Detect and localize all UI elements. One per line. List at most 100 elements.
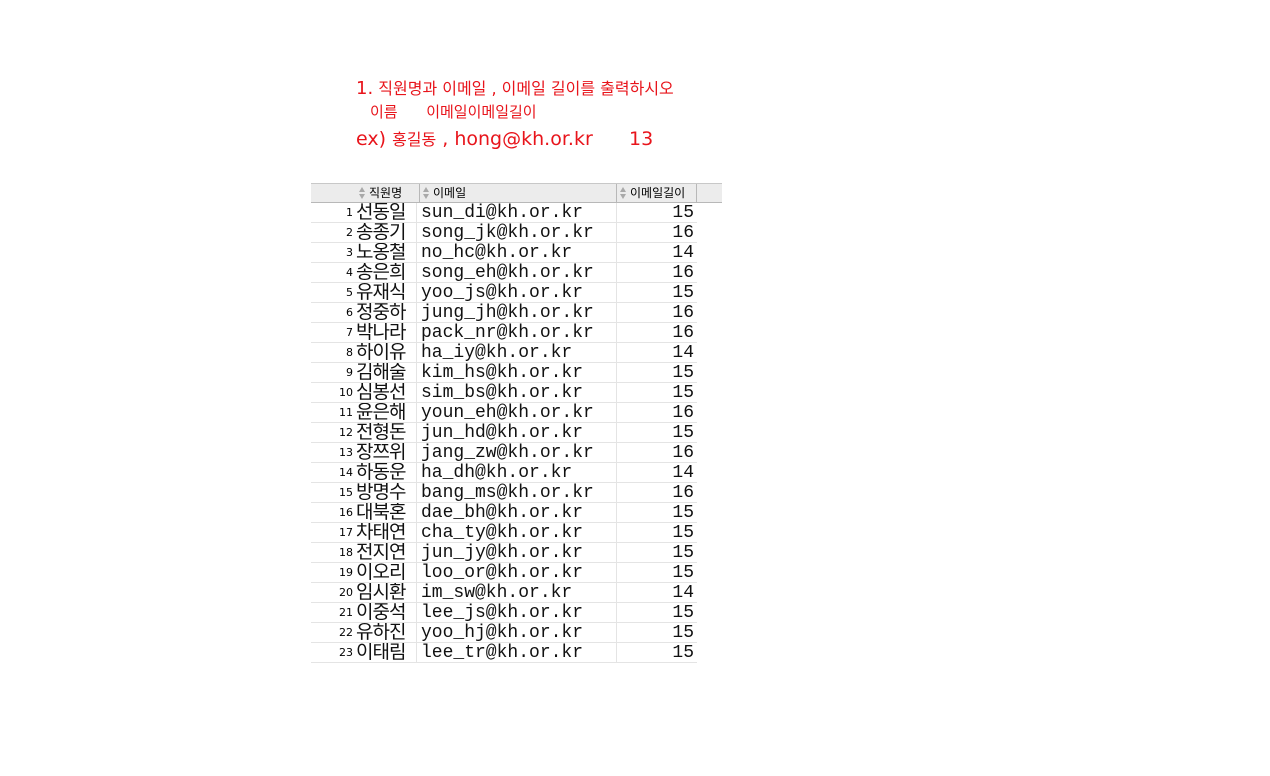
cell-email[interactable]: lee_js@kh.or.kr: [417, 603, 617, 622]
cell-employee-name[interactable]: 전형돈: [356, 423, 417, 442]
table-row[interactable]: 7 박나라 pack_nr@kh.or.kr 16: [311, 323, 697, 343]
cell-email[interactable]: sun_di@kh.or.kr: [417, 203, 617, 222]
cell-employee-name[interactable]: 대북혼: [356, 503, 417, 522]
column-header-email-length[interactable]: 이메일길이: [617, 184, 697, 202]
row-number[interactable]: 23: [339, 646, 353, 659]
cell-email[interactable]: pack_nr@kh.or.kr: [417, 323, 617, 342]
cell-employee-name[interactable]: 하이유: [356, 343, 417, 362]
cell-email[interactable]: jun_jy@kh.or.kr: [417, 543, 617, 562]
cell-email[interactable]: jung_jh@kh.or.kr: [417, 303, 617, 322]
cell-employee-name[interactable]: 이오리: [356, 563, 417, 582]
row-number[interactable]: 1: [346, 206, 353, 219]
cell-employee-name[interactable]: 윤은해: [356, 403, 417, 422]
row-number[interactable]: 3: [346, 246, 353, 259]
table-row[interactable]: 6 정중하 jung_jh@kh.or.kr 16: [311, 303, 697, 323]
cell-email[interactable]: bang_ms@kh.or.kr: [417, 483, 617, 502]
cell-employee-name[interactable]: 송은희: [356, 263, 417, 282]
row-number[interactable]: 18: [339, 546, 353, 559]
cell-email[interactable]: kim_hs@kh.or.kr: [417, 363, 617, 382]
cell-employee-name[interactable]: 하동운: [356, 463, 417, 482]
cell-email[interactable]: im_sw@kh.or.kr: [417, 583, 617, 602]
cell-email-length[interactable]: 15: [672, 543, 694, 563]
table-row[interactable]: 23 이태림 lee_tr@kh.or.kr 15: [311, 643, 697, 663]
table-row[interactable]: 8 하이유 ha_iy@kh.or.kr 14: [311, 343, 697, 363]
table-row[interactable]: 18 전지연 jun_jy@kh.or.kr 15: [311, 543, 697, 563]
cell-email-length[interactable]: 15: [672, 623, 694, 643]
cell-employee-name[interactable]: 이태림: [356, 643, 417, 662]
cell-email-length[interactable]: 15: [672, 363, 694, 383]
cell-employee-name[interactable]: 선동일: [356, 203, 417, 222]
cell-email[interactable]: jun_hd@kh.or.kr: [417, 423, 617, 442]
column-header-email[interactable]: 이메일: [420, 184, 617, 202]
cell-employee-name[interactable]: 심봉선: [356, 383, 417, 402]
cell-employee-name[interactable]: 이중석: [356, 603, 417, 622]
table-row[interactable]: 22 유하진 yoo_hj@kh.or.kr 15: [311, 623, 697, 643]
table-row[interactable]: 5 유재식 yoo_js@kh.or.kr 15: [311, 283, 697, 303]
cell-email[interactable]: song_eh@kh.or.kr: [417, 263, 617, 282]
row-number[interactable]: 16: [339, 506, 353, 519]
cell-email-length[interactable]: 15: [672, 603, 694, 623]
cell-employee-name[interactable]: 방명수: [356, 483, 417, 502]
cell-email[interactable]: ha_iy@kh.or.kr: [417, 343, 617, 362]
row-number[interactable]: 11: [339, 406, 353, 419]
cell-email[interactable]: ha_dh@kh.or.kr: [417, 463, 617, 482]
cell-email-length[interactable]: 15: [672, 563, 694, 583]
cell-email-length[interactable]: 15: [672, 643, 694, 663]
cell-employee-name[interactable]: 박나라: [356, 323, 417, 342]
cell-email[interactable]: cha_ty@kh.or.kr: [417, 523, 617, 542]
table-row[interactable]: 19 이오리 loo_or@kh.or.kr 15: [311, 563, 697, 583]
cell-email-length[interactable]: 15: [672, 523, 694, 543]
cell-email-length[interactable]: 16: [672, 403, 694, 423]
table-row[interactable]: 15 방명수 bang_ms@kh.or.kr 16: [311, 483, 697, 503]
row-number[interactable]: 21: [339, 606, 353, 619]
cell-employee-name[interactable]: 임시환: [356, 583, 417, 602]
table-row[interactable]: 2 송종기 song_jk@kh.or.kr 16: [311, 223, 697, 243]
cell-email-length[interactable]: 14: [672, 343, 694, 363]
cell-email-length[interactable]: 15: [672, 203, 694, 223]
row-number[interactable]: 9: [346, 366, 353, 379]
row-number[interactable]: 7: [346, 326, 353, 339]
cell-email[interactable]: no_hc@kh.or.kr: [417, 243, 617, 262]
cell-email[interactable]: dae_bh@kh.or.kr: [417, 503, 617, 522]
row-number[interactable]: 19: [339, 566, 353, 579]
row-number[interactable]: 14: [339, 466, 353, 479]
cell-email-length[interactable]: 16: [672, 263, 694, 283]
cell-email-length[interactable]: 16: [672, 223, 694, 243]
table-row[interactable]: 3 노옹철 no_hc@kh.or.kr 14: [311, 243, 697, 263]
cell-email[interactable]: loo_or@kh.or.kr: [417, 563, 617, 582]
cell-email[interactable]: yoo_hj@kh.or.kr: [417, 623, 617, 642]
cell-email[interactable]: sim_bs@kh.or.kr: [417, 383, 617, 402]
cell-email-length[interactable]: 16: [672, 483, 694, 503]
row-number[interactable]: 13: [339, 446, 353, 459]
sort-icon[interactable]: [358, 186, 367, 200]
cell-email-length[interactable]: 14: [672, 463, 694, 483]
table-row[interactable]: 14 하동운 ha_dh@kh.or.kr 14: [311, 463, 697, 483]
cell-email-length[interactable]: 14: [672, 583, 694, 603]
row-number[interactable]: 15: [339, 486, 353, 499]
sort-icon[interactable]: [422, 186, 431, 200]
table-row[interactable]: 20 임시환 im_sw@kh.or.kr 14: [311, 583, 697, 603]
table-row[interactable]: 11 윤은해 youn_eh@kh.or.kr 16: [311, 403, 697, 423]
cell-employee-name[interactable]: 김해술: [356, 363, 417, 382]
cell-email-length[interactable]: 16: [672, 443, 694, 463]
cell-employee-name[interactable]: 노옹철: [356, 243, 417, 262]
cell-email-length[interactable]: 16: [672, 323, 694, 343]
cell-email[interactable]: yoo_js@kh.or.kr: [417, 283, 617, 302]
cell-email[interactable]: song_jk@kh.or.kr: [417, 223, 617, 242]
table-row[interactable]: 13 장쯔위 jang_zw@kh.or.kr 16: [311, 443, 697, 463]
cell-email[interactable]: jang_zw@kh.or.kr: [417, 443, 617, 462]
cell-email-length[interactable]: 15: [672, 283, 694, 303]
row-number[interactable]: 5: [346, 286, 353, 299]
table-row[interactable]: 4 송은희 song_eh@kh.or.kr 16: [311, 263, 697, 283]
sort-icon[interactable]: [619, 186, 628, 200]
cell-email[interactable]: lee_tr@kh.or.kr: [417, 643, 617, 662]
table-row[interactable]: 16 대북혼 dae_bh@kh.or.kr 15: [311, 503, 697, 523]
cell-employee-name[interactable]: 송종기: [356, 223, 417, 242]
table-row[interactable]: 12 전형돈 jun_hd@kh.or.kr 15: [311, 423, 697, 443]
table-row[interactable]: 9 김해술 kim_hs@kh.or.kr 15: [311, 363, 697, 383]
table-row[interactable]: 10 심봉선 sim_bs@kh.or.kr 15: [311, 383, 697, 403]
row-number[interactable]: 2: [346, 226, 353, 239]
cell-email-length[interactable]: 15: [672, 503, 694, 523]
row-number[interactable]: 8: [346, 346, 353, 359]
cell-email-length[interactable]: 15: [672, 423, 694, 443]
